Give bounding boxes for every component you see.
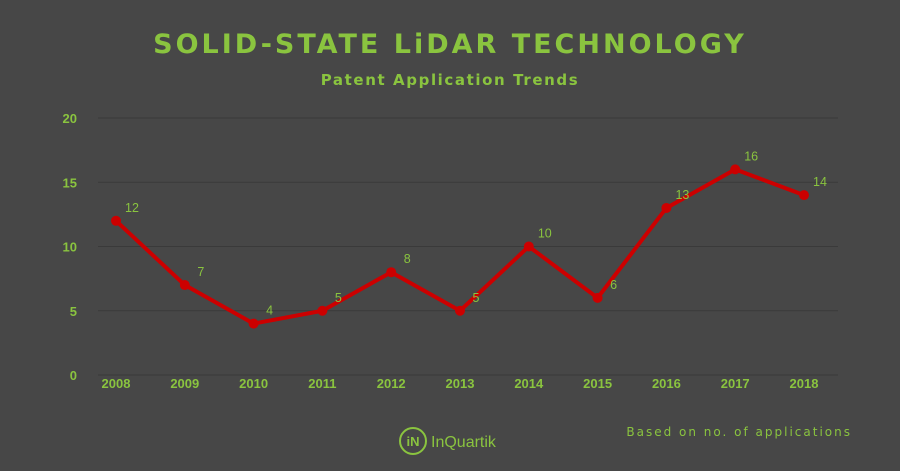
x-tick-label: 2009 [170, 376, 199, 391]
footnote: Based on no. of applications [626, 425, 852, 439]
data-label: 13 [675, 188, 689, 202]
data-point [523, 241, 534, 252]
brand-logo: iN InQuartik [399, 427, 497, 455]
data-point [730, 164, 741, 175]
data-point [661, 202, 672, 213]
y-tick-label: 0 [70, 368, 77, 383]
grid-lines [98, 117, 838, 376]
data-label: 8 [404, 252, 411, 266]
x-tick-label: 2008 [102, 376, 131, 391]
data-label: 5 [335, 291, 342, 305]
y-axis-ticks: 0 5 10 15 20 [63, 111, 77, 383]
data-label: 4 [266, 304, 273, 318]
x-tick-label: 2013 [446, 376, 475, 391]
data-labels: 12 7 4 5 8 5 10 6 13 16 14 [125, 149, 827, 317]
data-point [386, 267, 397, 278]
data-point [111, 215, 121, 226]
y-tick-label: 10 [63, 240, 77, 255]
y-tick-label: 20 [63, 111, 77, 126]
x-tick-label: 2010 [239, 376, 268, 391]
series-layer [111, 164, 809, 329]
data-point [317, 305, 328, 316]
brand-name: InQuartik [431, 434, 497, 451]
x-tick-label: 2012 [377, 376, 406, 391]
data-label: 16 [744, 149, 758, 163]
x-tick-label: 2015 [583, 376, 612, 391]
data-point [455, 305, 465, 316]
x-axis-ticks: 2008 2009 2010 2011 2012 2013 2014 2015 2016 2017… [102, 376, 819, 391]
data-point [179, 280, 190, 291]
data-point [248, 318, 259, 329]
x-tick-label: 2017 [721, 376, 750, 391]
data-label: 14 [813, 175, 827, 189]
brand-logo-mark: iN [407, 434, 420, 449]
y-tick-label: 15 [63, 175, 77, 190]
data-label: 12 [125, 201, 139, 215]
x-tick-label: 2018 [790, 376, 819, 391]
data-label: 6 [610, 278, 617, 292]
y-tick-label: 5 [70, 304, 77, 319]
data-point [592, 292, 603, 303]
x-tick-label: 2016 [652, 376, 681, 391]
x-tick-label: 2011 [308, 376, 336, 391]
data-label: 5 [473, 291, 480, 305]
data-label: 10 [538, 227, 552, 241]
chart-title: SOLID-STATE LiDAR TECHNOLOGY [153, 29, 747, 60]
data-label: 7 [197, 265, 204, 279]
brand-logo-circle [399, 427, 427, 455]
chart-subtitle: Patent Application Trends [321, 71, 580, 89]
x-tick-label: 2014 [514, 376, 544, 391]
data-point [799, 190, 809, 201]
